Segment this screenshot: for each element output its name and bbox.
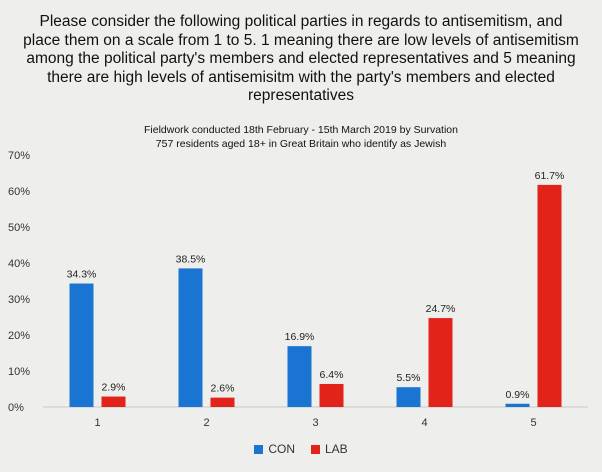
y-tick-label: 30% xyxy=(8,294,30,306)
bar-con xyxy=(396,387,421,407)
legend-swatch-con xyxy=(254,444,264,454)
data-label-con: 5.5% xyxy=(397,372,421,384)
bar-lab xyxy=(428,318,453,407)
data-label-lab: 2.9% xyxy=(102,382,126,394)
bar-lab xyxy=(319,383,344,407)
x-tick-label: 5 xyxy=(530,417,536,429)
bar-con xyxy=(69,283,94,407)
legend-item-con: CON xyxy=(254,442,295,456)
legend: CON LAB xyxy=(0,442,602,456)
data-label-con: 16.9% xyxy=(285,331,315,343)
data-label-lab: 24.7% xyxy=(426,303,456,315)
x-tick-label: 3 xyxy=(312,417,318,429)
bar-con xyxy=(178,268,203,407)
chart-title: Please consider the following political … xyxy=(23,13,579,104)
data-label-con: 38.5% xyxy=(176,253,206,265)
bar-lab xyxy=(537,184,562,407)
data-label-con: 34.3% xyxy=(67,269,97,281)
y-tick-label: 60% xyxy=(8,186,30,198)
bar-lab xyxy=(101,396,126,407)
y-axis: 0% 10% 20% 30% 40% 50% 60% 70% xyxy=(8,150,30,414)
x-tick-label: 1 xyxy=(94,417,100,429)
y-tick-label: 50% xyxy=(8,222,30,234)
y-tick-label: 40% xyxy=(8,258,30,270)
x-tick-label: 2 xyxy=(203,417,209,429)
y-tick-label: 0% xyxy=(8,402,24,414)
bars xyxy=(69,184,562,407)
data-label-lab: 61.7% xyxy=(535,170,565,182)
data-label-lab: 6.4% xyxy=(320,369,344,381)
bar-con xyxy=(287,346,312,407)
legend-swatch-lab xyxy=(310,444,320,454)
data-label-con: 0.9% xyxy=(506,389,530,401)
bar-labels: 34.3% 2.9% 38.5% 2.6% 16.9% 6.4% 5.5% 24.7% 0.9%… xyxy=(67,170,565,401)
bar-lab xyxy=(210,397,235,407)
y-tick-label: 70% xyxy=(8,150,30,162)
subtitle-line-sample: 757 residents aged 18+ in Great Britain … xyxy=(155,138,447,150)
subtitle-line-fieldwork: Fieldwork conducted 18th February - 15th… xyxy=(143,124,458,136)
legend-label-lab: LAB xyxy=(324,442,348,456)
x-axis: 1 2 3 4 5 xyxy=(43,406,588,429)
legend-item-lab: LAB xyxy=(310,442,348,456)
legend-label-con: CON xyxy=(268,442,295,456)
data-label-lab: 2.6% xyxy=(211,383,235,395)
x-tick-label: 4 xyxy=(421,417,427,429)
y-tick-label: 10% xyxy=(8,366,30,378)
y-tick-label: 20% xyxy=(8,330,30,342)
chart-subtitle: Fieldwork conducted 18th February - 15th… xyxy=(60,123,542,151)
bar-con xyxy=(505,403,530,407)
